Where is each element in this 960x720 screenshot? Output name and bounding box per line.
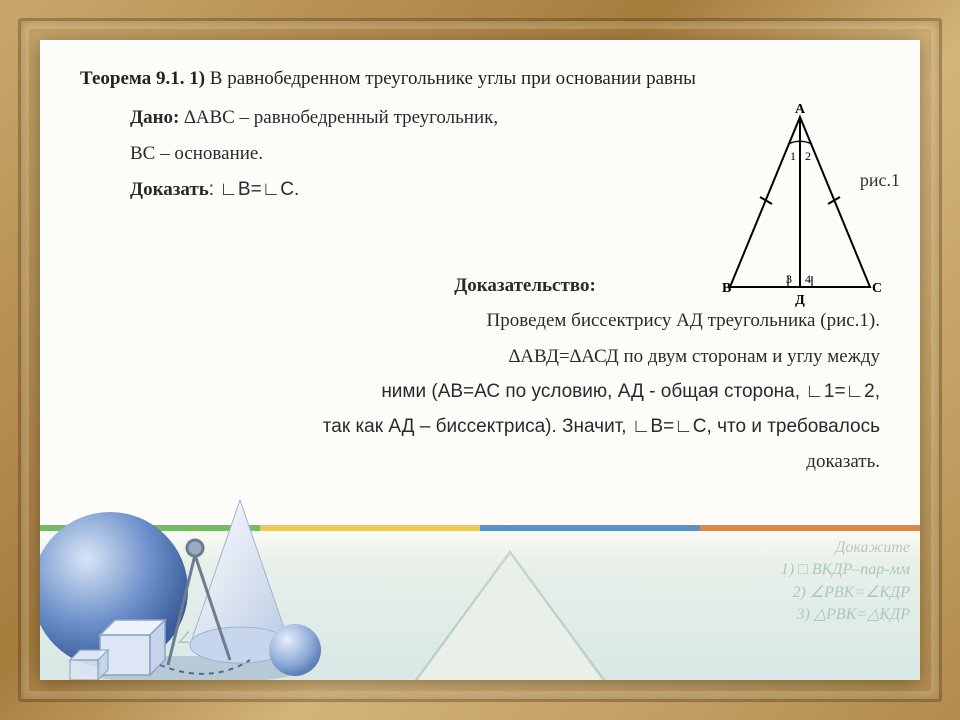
proof-line-4: так как АД – биссектриса). Значит, ∟В=∟С… (170, 409, 880, 444)
chalk-t2: 1) □ ВКДР–пар-мм (240, 559, 910, 581)
theorem-statement: В равнобедренном треугольнике углы при о… (210, 68, 696, 89)
chalk-background: Докажите 1) □ ВКДР–пар-мм 2) ∠РВК=∠КДР 3… (40, 525, 920, 680)
figure-caption: рис.1 (860, 170, 900, 191)
given-text-1: ∆АВС – равнобедренный треугольник, (184, 107, 498, 128)
chalk-left1: ∠КВN=∠NДК (120, 628, 222, 650)
chalk-t1: Докажите (240, 537, 910, 559)
angle-2: 2 (805, 149, 811, 163)
vertex-b: В (722, 281, 731, 296)
chalk-t3: 2) ∠РВК=∠КДР (240, 582, 910, 604)
prove-text: : ∟В=∟С. (209, 179, 300, 200)
vertex-a: А (795, 102, 806, 117)
angle-1: 1 (790, 149, 796, 163)
chalk-t4: 3) △РВК=△КДР (240, 604, 910, 626)
proof-line-3: ними (АВ=АС по условию, АД - общая сторо… (170, 374, 880, 409)
vertex-c: С (872, 281, 882, 296)
theorem-title: Теорема 9.1. 1) В равнобедренном треугол… (80, 68, 880, 90)
theorem-number: Теорема 9.1. 1) (80, 68, 205, 89)
triangle-figure: А В С Д 1 2 3 4 (710, 102, 890, 312)
prove-label: Доказать (130, 179, 209, 200)
ornate-frame: Теорема 9.1. 1) В равнобедренном треугол… (0, 0, 960, 720)
chalk-notes: Докажите 1) □ ВКДР–пар-мм 2) ∠РВК=∠КДР 3… (240, 537, 910, 680)
angle-3: 3 (786, 272, 792, 286)
vertex-d: Д (795, 293, 805, 308)
proof-line-5: доказать. (170, 444, 880, 479)
angle-4: 4 (805, 272, 811, 286)
proof-line-2: ∆АВД=∆АСД по двум сторонам и углу между (170, 339, 880, 374)
given-label: Дано: (130, 107, 179, 128)
page: Теорема 9.1. 1) В равнобедренном треугол… (40, 40, 920, 680)
